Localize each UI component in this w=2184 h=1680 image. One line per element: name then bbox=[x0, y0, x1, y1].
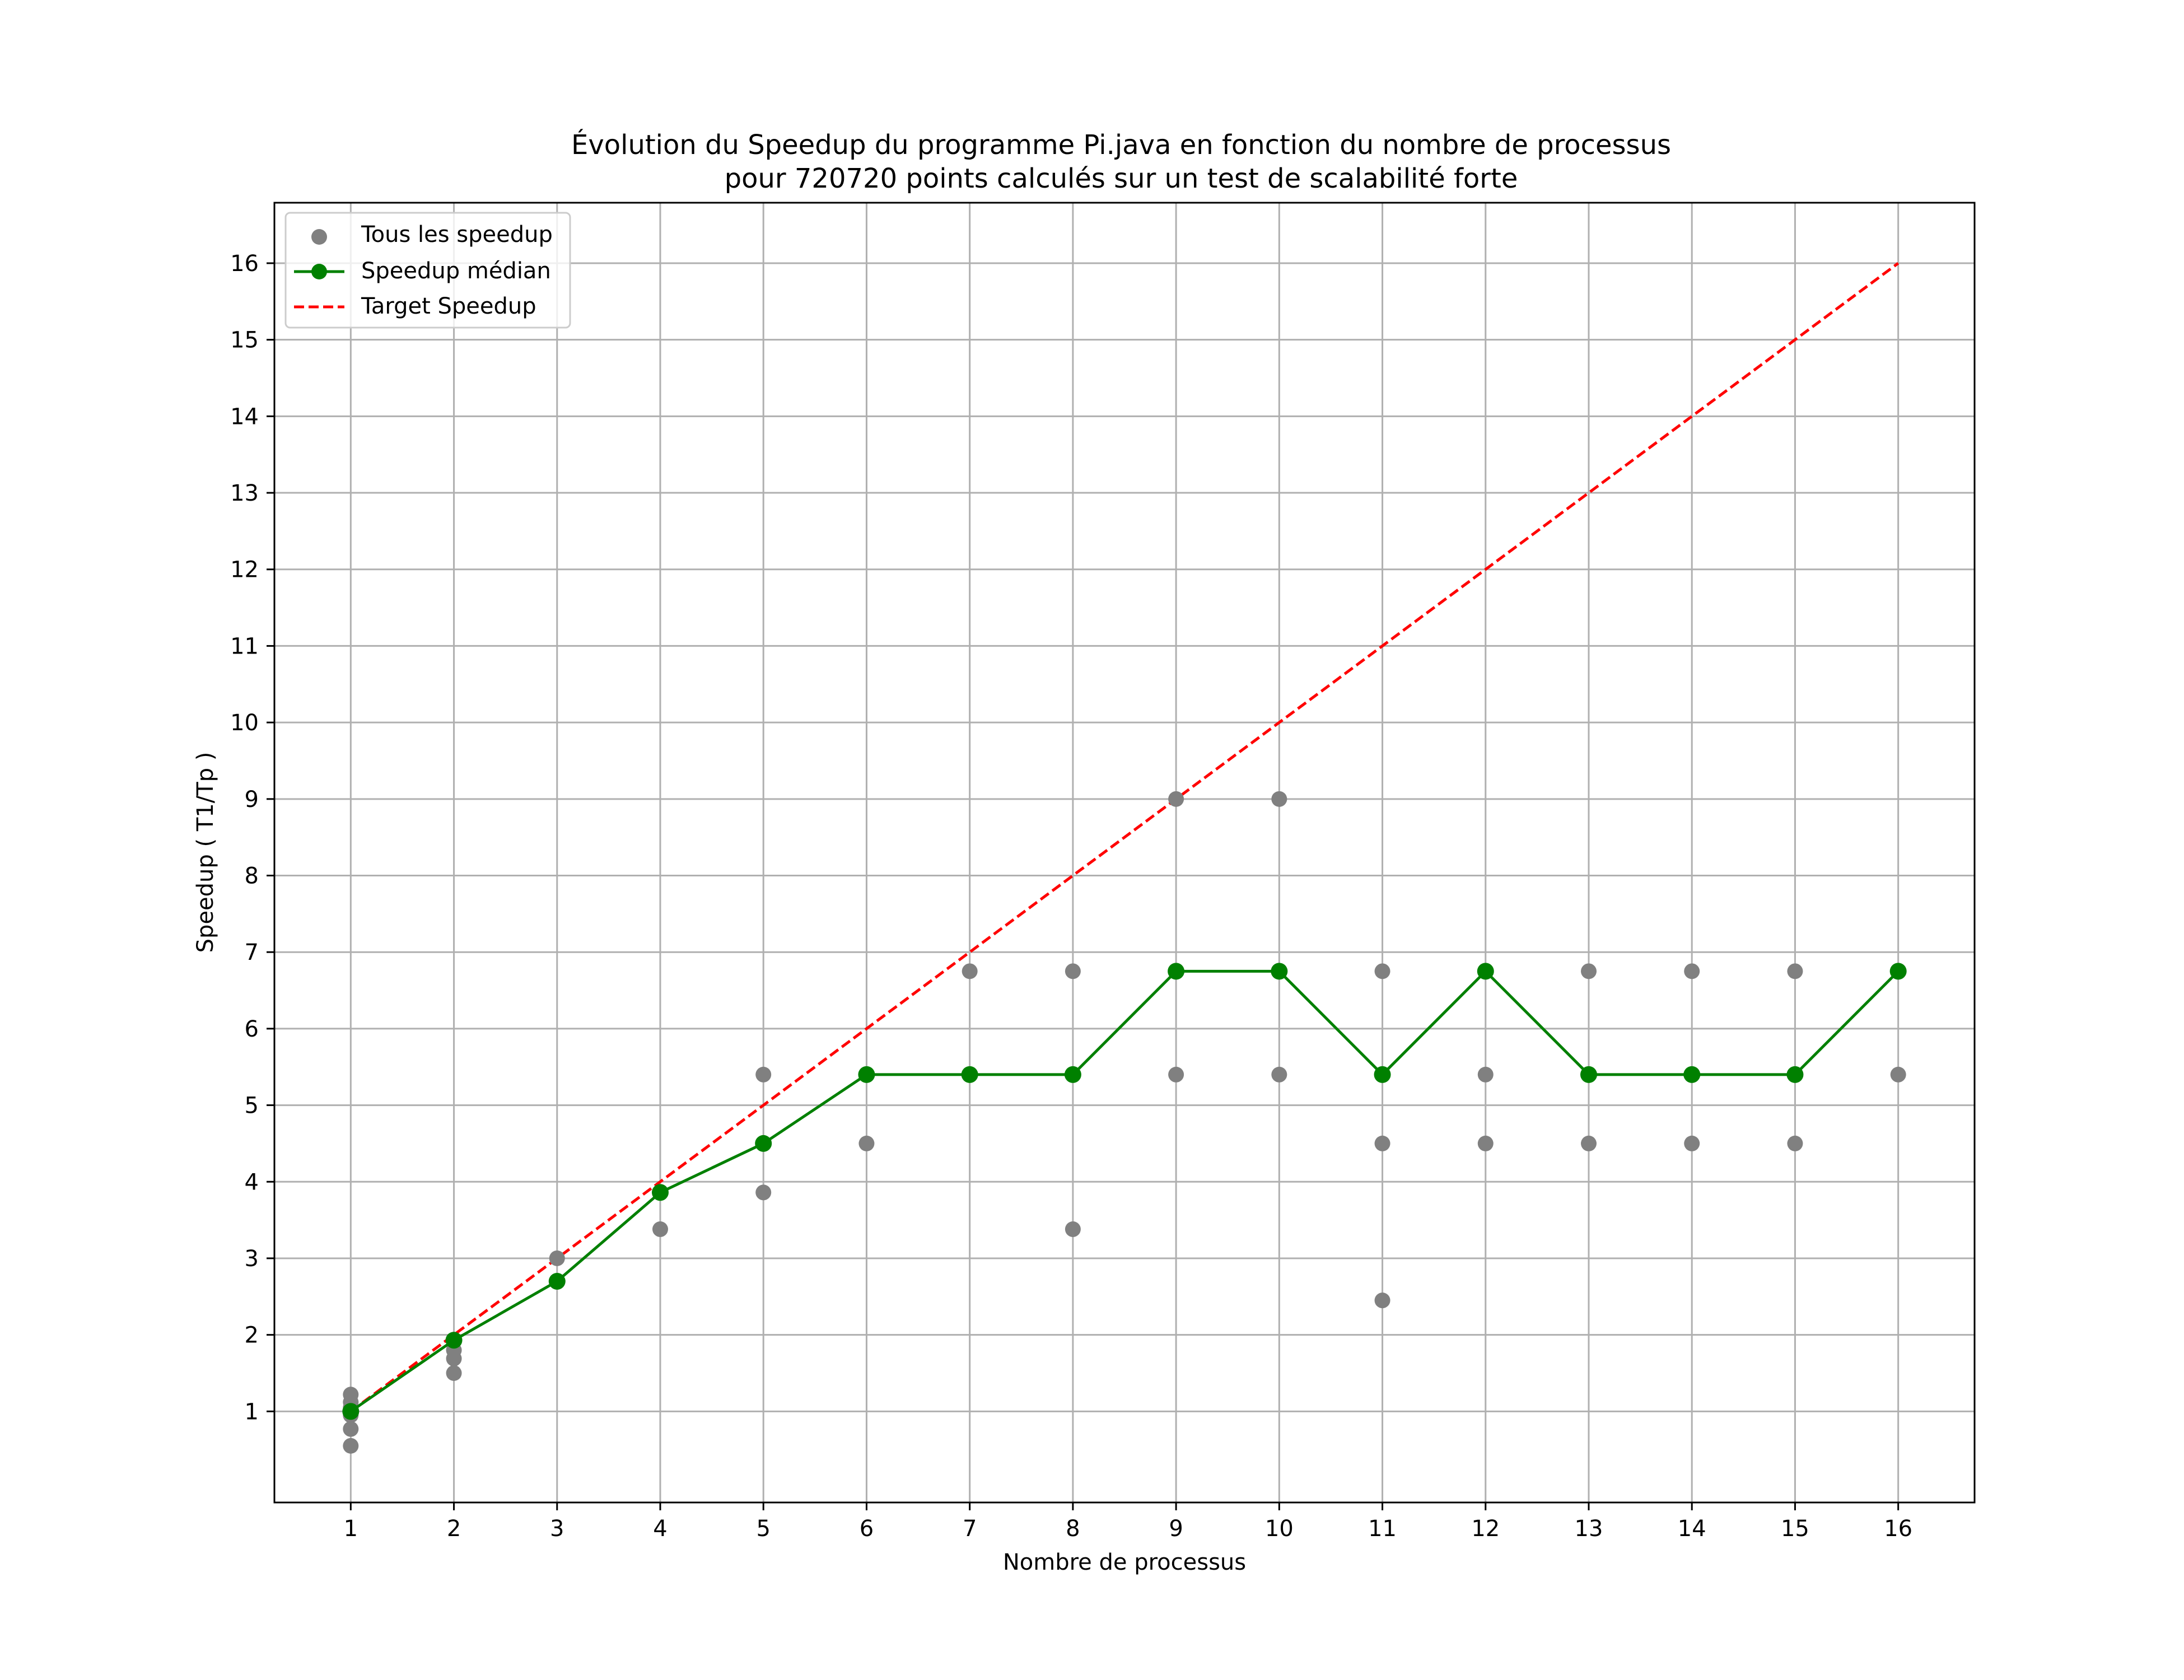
plot-frame bbox=[273, 202, 1976, 1504]
y-tick-label: 7 bbox=[245, 940, 259, 965]
x-tick-label: 7 bbox=[963, 1516, 977, 1542]
speedup-point bbox=[1581, 1135, 1597, 1151]
x-axis-ticks: 1 2 3 4 5 6 7 8 9 10 11 12 13 14 15 16 bbox=[344, 1502, 1912, 1542]
speedup-point bbox=[549, 1250, 565, 1266]
median-speedup-point bbox=[1889, 963, 1907, 980]
x-tick-label: 3 bbox=[550, 1516, 564, 1542]
speedup-point bbox=[1271, 791, 1287, 807]
speedup-point bbox=[1065, 1221, 1081, 1238]
x-tick-label: 16 bbox=[1884, 1516, 1912, 1542]
chart-title-line1: Évolution du Speedup du programme Pi.jav… bbox=[571, 129, 1671, 161]
y-tick-label: 13 bbox=[230, 480, 259, 506]
median-speedup-series bbox=[342, 963, 1907, 1420]
median-speedup-point bbox=[1580, 1066, 1598, 1083]
median-speedup-point bbox=[961, 1066, 978, 1083]
legend-scatter-marker bbox=[311, 229, 327, 245]
x-tick-label: 15 bbox=[1781, 1516, 1809, 1542]
speedup-point bbox=[858, 1135, 875, 1151]
median-speedup-point bbox=[445, 1332, 463, 1349]
speedup-point bbox=[1374, 1292, 1390, 1309]
x-tick-label: 6 bbox=[860, 1516, 874, 1542]
median-speedup-line bbox=[349, 969, 1900, 1413]
median-speedup-point bbox=[1374, 1066, 1391, 1083]
legend-label-target: Target Speedup bbox=[361, 293, 536, 319]
x-tick-label: 2 bbox=[447, 1516, 461, 1542]
speedup-point bbox=[1890, 1066, 1906, 1082]
median-speedup-point bbox=[651, 1184, 669, 1201]
speedup-point bbox=[652, 1221, 668, 1238]
speedup-point bbox=[446, 1365, 462, 1381]
chart-title-line2: pour 720720 points calculés sur un test … bbox=[725, 163, 1518, 194]
y-tick-label: 9 bbox=[245, 787, 259, 813]
speedup-point bbox=[755, 1066, 772, 1082]
x-axis-label: Nombre de processus bbox=[1003, 1550, 1246, 1575]
x-tick-label: 14 bbox=[1678, 1516, 1706, 1542]
legend: Tous les speedup Speedup médian Target S… bbox=[284, 212, 571, 329]
speedup-point bbox=[1787, 963, 1803, 979]
speedup-point bbox=[1374, 1135, 1390, 1151]
median-speedup-point bbox=[548, 1272, 566, 1290]
x-tick-label: 4 bbox=[653, 1516, 667, 1542]
y-tick-label: 2 bbox=[245, 1323, 259, 1348]
legend-median-marker bbox=[311, 264, 327, 279]
legend-box bbox=[284, 212, 571, 329]
median-speedup-point bbox=[1064, 1066, 1081, 1083]
speedup-point bbox=[1065, 963, 1081, 979]
legend-label-median: Speedup médian bbox=[361, 258, 551, 284]
speedup-point bbox=[1477, 1135, 1494, 1151]
median-speedup-point bbox=[1168, 963, 1185, 980]
y-tick-label: 11 bbox=[230, 633, 259, 659]
y-tick-label: 16 bbox=[230, 251, 259, 277]
target-speedup-line bbox=[349, 262, 1900, 1413]
speedup-point bbox=[1168, 791, 1184, 807]
speedup-point bbox=[343, 1438, 359, 1454]
x-tick-label: 5 bbox=[756, 1516, 770, 1542]
y-tick-label: 5 bbox=[245, 1093, 259, 1119]
y-tick-label: 3 bbox=[245, 1246, 259, 1272]
x-tick-label: 12 bbox=[1471, 1516, 1500, 1542]
speedup-point bbox=[343, 1387, 359, 1403]
y-axis-label: Speedup ( T1/Tp ) bbox=[193, 752, 218, 953]
y-tick-label: 10 bbox=[230, 710, 259, 736]
speedup-point bbox=[962, 963, 978, 979]
speedup-point bbox=[1684, 963, 1700, 979]
speedup-point bbox=[1684, 1135, 1700, 1151]
grid bbox=[274, 203, 1975, 1502]
x-tick-label: 13 bbox=[1575, 1516, 1603, 1542]
median-speedup-point bbox=[1683, 1066, 1701, 1083]
speedup-point bbox=[1477, 1066, 1494, 1082]
speedup-point bbox=[343, 1421, 359, 1437]
speedup-point bbox=[1168, 1066, 1184, 1082]
x-tick-label: 10 bbox=[1265, 1516, 1294, 1542]
y-tick-label: 4 bbox=[245, 1169, 259, 1195]
y-tick-label: 6 bbox=[245, 1016, 259, 1042]
legend-label-scatter: Tous les speedup bbox=[361, 222, 553, 248]
median-speedup-point bbox=[1786, 1066, 1804, 1083]
median-speedup-point bbox=[342, 1403, 360, 1420]
target-speedup-series bbox=[349, 262, 1900, 1413]
median-speedup-point bbox=[1477, 963, 1494, 980]
x-tick-label: 9 bbox=[1169, 1516, 1183, 1542]
speedup-point bbox=[1581, 963, 1597, 979]
speedup-point bbox=[1787, 1135, 1803, 1151]
y-tick-label: 12 bbox=[230, 557, 259, 583]
median-speedup-point bbox=[1271, 963, 1288, 980]
speedup-point bbox=[755, 1184, 772, 1201]
speedup-point bbox=[1271, 1066, 1287, 1082]
x-tick-label: 1 bbox=[344, 1516, 358, 1542]
y-tick-label: 8 bbox=[245, 864, 259, 889]
x-tick-label: 11 bbox=[1368, 1516, 1397, 1542]
y-tick-label: 1 bbox=[245, 1399, 259, 1425]
x-tick-label: 8 bbox=[1066, 1516, 1080, 1542]
median-speedup-point bbox=[755, 1135, 772, 1152]
median-speedup-point bbox=[858, 1066, 875, 1083]
speedup-point bbox=[1374, 963, 1390, 979]
y-tick-label: 14 bbox=[230, 404, 259, 430]
y-tick-label: 15 bbox=[230, 328, 259, 353]
